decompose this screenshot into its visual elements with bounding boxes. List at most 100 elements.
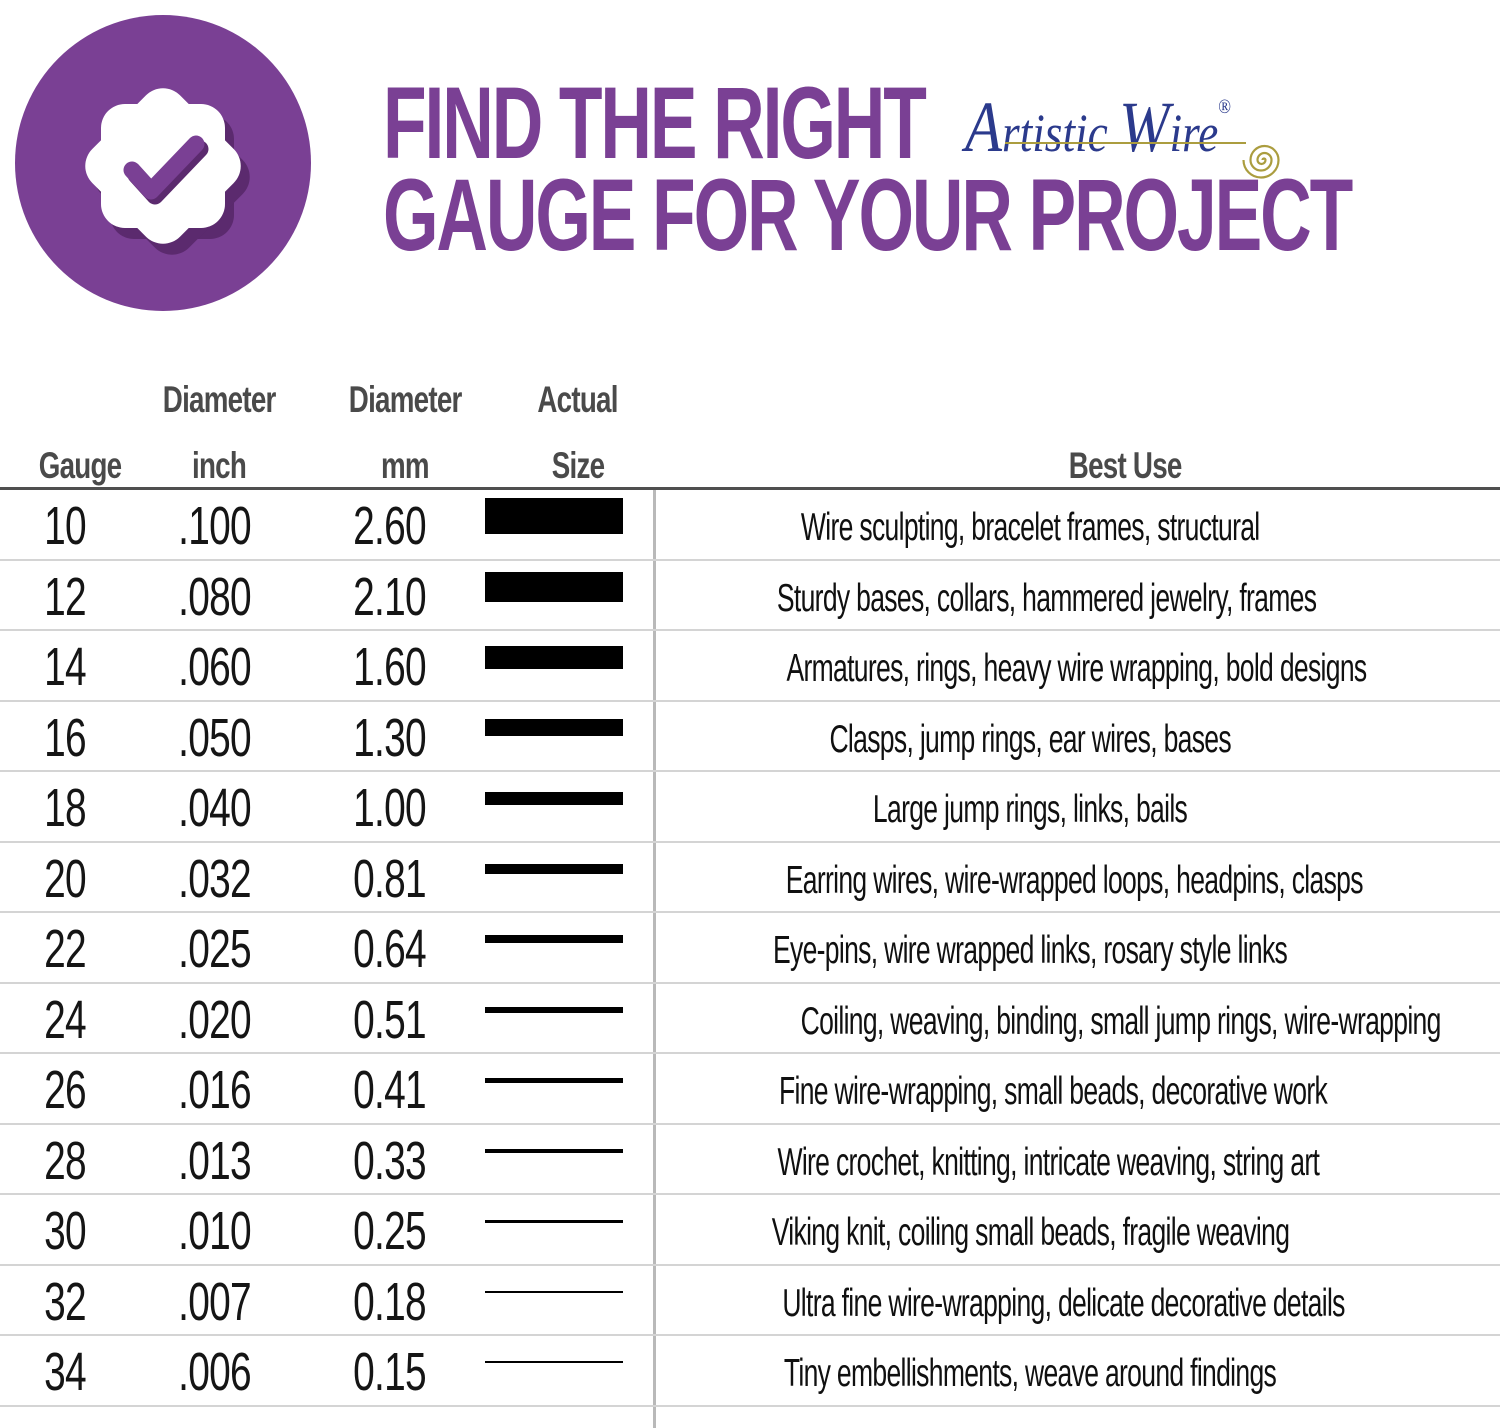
wire-thickness-bar	[485, 1148, 623, 1153]
gauge-cell: 28	[44, 1130, 87, 1191]
page-title-line-2: GAUGE FOR YOUR PROJECT	[383, 158, 1353, 272]
brand-underline	[1005, 142, 1246, 144]
gauge-cell: 34	[44, 1342, 87, 1403]
column-divider-line	[653, 490, 656, 1428]
table-header-groups: Diameter Diameter Actual	[0, 378, 1500, 422]
wire-thickness-bar	[485, 1361, 623, 1364]
diameter-mm-cell: 2.10	[353, 566, 428, 627]
diameter-mm-cell: 1.30	[353, 707, 428, 768]
gauge-cell: 32	[44, 1271, 87, 1332]
col-header-best-use: Best Use	[1068, 445, 1183, 486]
diameter-inch-cell: .032	[178, 848, 253, 909]
actual-size-cell	[480, 1195, 650, 1264]
table-row: 24 .020 0.51 Coiling, weaving, binding, …	[0, 984, 1500, 1054]
diameter-inch-cell: .007	[178, 1271, 253, 1332]
best-use-cell: Eye-pins, wire wrapped links, rosary sty…	[772, 929, 1288, 973]
actual-size-cell	[480, 984, 650, 1053]
col-header-actual-group: Actual	[537, 379, 619, 420]
best-use-cell: Clasps, jump rings, ear wires, bases	[829, 717, 1231, 761]
gauge-cell: 10	[44, 496, 87, 557]
best-use-cell: Large jump rings, links, bails	[872, 788, 1188, 832]
actual-size-cell	[480, 490, 650, 559]
col-header-size: Size	[551, 445, 605, 486]
gauge-cell: 20	[44, 848, 87, 909]
best-use-cell: Fine wire-wrapping, small beads, decorat…	[778, 1070, 1328, 1114]
table-row: 20 .032 0.81 Earring wires, wire-wrapped…	[0, 843, 1500, 913]
actual-size-cell	[480, 631, 650, 700]
actual-size-cell	[480, 1125, 650, 1194]
diameter-inch-cell: .060	[178, 637, 253, 698]
diameter-mm-cell: 0.41	[353, 1060, 428, 1121]
best-use-cell: Armatures, rings, heavy wire wrapping, b…	[786, 647, 1367, 691]
col-header-diameter-mm-group: Diameter	[348, 379, 463, 420]
actual-size-cell	[480, 1266, 650, 1335]
gauge-cell: 30	[44, 1201, 87, 1262]
diameter-mm-cell: 0.81	[353, 848, 428, 909]
diameter-mm-cell: 0.15	[353, 1342, 428, 1403]
diameter-inch-cell: .016	[178, 1060, 253, 1121]
gauge-cell: 16	[44, 707, 87, 768]
page-title-line-1: FIND THE RIGHT	[383, 66, 927, 180]
brand-logo: Artistic Wire®	[965, 86, 1345, 226]
wire-thickness-bar	[485, 1219, 623, 1223]
diameter-mm-cell: 1.60	[353, 637, 428, 698]
diameter-inch-cell: .010	[178, 1201, 253, 1262]
wire-thickness-bar	[485, 1290, 623, 1293]
best-use-cell: Viking knit, coiling small beads, fragil…	[771, 1211, 1290, 1255]
table-row: 28 .013 0.33 Wire crochet, knitting, int…	[0, 1125, 1500, 1195]
diameter-inch-cell: .080	[178, 566, 253, 627]
diameter-inch-cell: .006	[178, 1342, 253, 1403]
table-body: 10 .100 2.60 Wire sculpting, bracelet fr…	[0, 490, 1500, 1407]
col-header-mm: mm	[381, 445, 430, 486]
table-row: 34 .006 0.15 Tiny embellishments, weave …	[0, 1336, 1500, 1407]
diameter-mm-cell: 0.64	[353, 919, 428, 980]
wire-thickness-bar	[485, 935, 623, 944]
diameter-inch-cell: .025	[178, 919, 253, 980]
wire-thickness-bar	[485, 863, 623, 874]
wire-thickness-bar	[485, 645, 623, 669]
actual-size-cell	[480, 843, 650, 912]
actual-size-cell	[480, 772, 650, 841]
table-row: 30 .010 0.25 Viking knit, coiling small …	[0, 1195, 1500, 1266]
wire-thickness-bar	[485, 571, 623, 602]
registered-mark: ®	[1218, 96, 1232, 118]
best-use-cell: Ultra fine wire-wrapping, delicate decor…	[782, 1281, 1345, 1325]
diameter-inch-cell: .040	[178, 778, 253, 839]
wire-thickness-bar	[485, 1006, 623, 1013]
gauge-cell: 14	[44, 637, 87, 698]
table-row: 10 .100 2.60 Wire sculpting, bracelet fr…	[0, 490, 1500, 561]
brand-wordmark: Artistic Wire®	[965, 87, 1232, 167]
gauge-cell: 26	[44, 1060, 87, 1121]
diameter-inch-cell: .020	[178, 989, 253, 1050]
actual-size-cell	[480, 1336, 650, 1405]
best-use-cell: Coiling, weaving, binding, small jump ri…	[800, 999, 1442, 1043]
table-header-row: Gauge inch mm Size Best Use	[0, 444, 1500, 488]
diameter-inch-cell: .050	[178, 707, 253, 768]
best-use-cell: Earring wires, wire-wrapped loops, headp…	[785, 858, 1364, 902]
actual-size-cell	[480, 702, 650, 771]
wire-thickness-bar	[485, 791, 623, 805]
wire-spiral-icon	[1242, 144, 1280, 179]
actual-size-cell	[480, 913, 650, 982]
diameter-mm-cell: 0.18	[353, 1271, 428, 1332]
table-row: 12 .080 2.10 Sturdy bases, collars, hamm…	[0, 561, 1500, 631]
seal-check-badge-icon	[12, 12, 314, 314]
best-use-cell: Sturdy bases, collars, hammered jewelry,…	[776, 576, 1317, 620]
table-row: 18 .040 1.00 Large jump rings, links, ba…	[0, 772, 1500, 843]
diameter-mm-cell: 0.33	[353, 1130, 428, 1191]
actual-size-cell	[480, 561, 650, 630]
table-row: 26 .016 0.41 Fine wire-wrapping, small b…	[0, 1054, 1500, 1125]
header-divider-line	[0, 487, 1500, 490]
col-header-inch: inch	[191, 445, 247, 486]
wire-thickness-bar	[485, 719, 623, 737]
best-use-cell: Wire sculpting, bracelet frames, structu…	[800, 506, 1260, 550]
diameter-inch-cell: .100	[178, 496, 253, 557]
wire-thickness-bar	[485, 1077, 623, 1083]
table-row: 14 .060 1.60 Armatures, rings, heavy wir…	[0, 631, 1500, 702]
diameter-mm-cell: 0.51	[353, 989, 428, 1050]
gauge-cell: 18	[44, 778, 87, 839]
gauge-cell: 24	[44, 989, 87, 1050]
col-header-gauge: Gauge	[38, 445, 122, 486]
gauge-cell: 22	[44, 919, 87, 980]
